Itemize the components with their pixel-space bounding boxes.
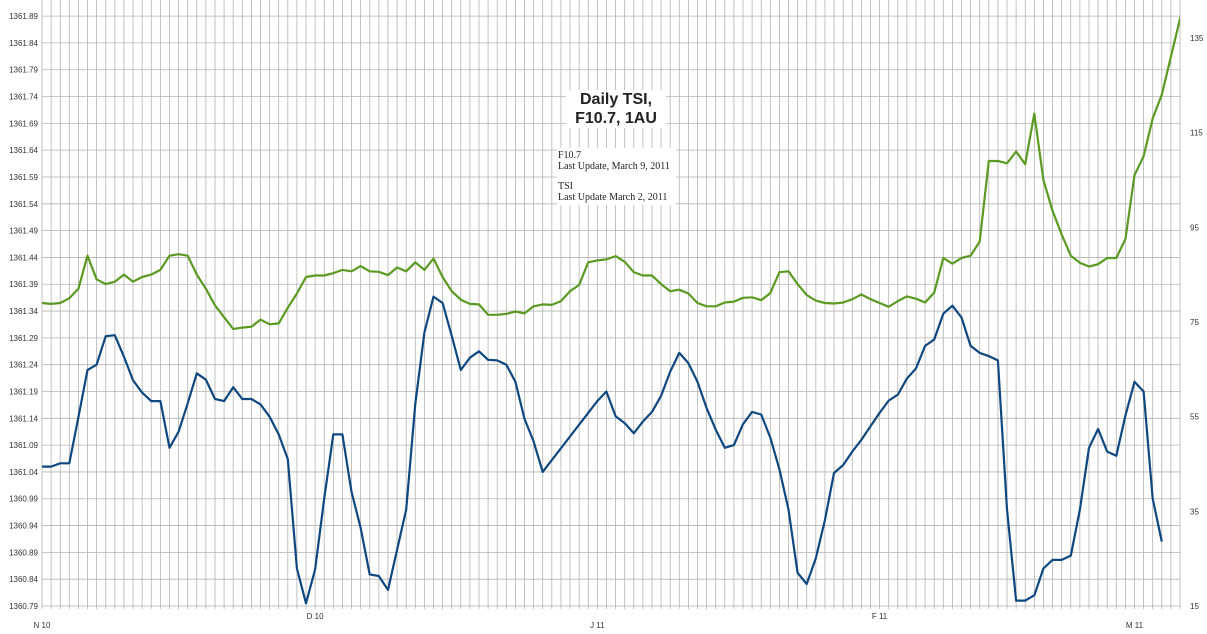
x-axis-ticks: N 10 D 10 J 11 F 11 M 11 [34, 612, 1144, 630]
left-tick-label: 1361.19 [9, 387, 38, 396]
note-spacer [558, 172, 676, 181]
left-tick-label: 1361.89 [9, 12, 38, 21]
left-tick-label: 1361.44 [9, 253, 38, 262]
note-f107-label: F10.7 [558, 150, 582, 161]
right-axis-ticks: 15 35 55 75 95 115 135 [1190, 34, 1204, 611]
note-f107-text: Last Update, March 9, 2011 [558, 161, 670, 172]
left-tick-label: 1360.79 [9, 602, 38, 611]
left-tick-label: 1361.09 [9, 441, 38, 450]
left-tick-label: 1361.39 [9, 280, 38, 289]
left-tick-label: 1361.54 [9, 200, 38, 209]
series-lines [42, 14, 1180, 605]
chart-title: Daily TSI, F10.7, 1AU [566, 90, 666, 128]
right-tick-label: 95 [1190, 223, 1199, 232]
right-tick-label: 115 [1190, 129, 1203, 138]
left-tick-label: 1361.14 [9, 414, 38, 423]
right-tick-label: 15 [1190, 602, 1199, 611]
left-tick-label: 1361.64 [9, 146, 38, 155]
left-tick-label: 1361.04 [9, 468, 38, 477]
x-tick-label: N 10 [34, 621, 51, 630]
left-tick-label: 1360.94 [9, 522, 38, 531]
right-tick-label: 55 [1190, 413, 1199, 422]
left-tick-label: 1361.79 [9, 66, 38, 75]
right-tick-label: 35 [1190, 507, 1199, 516]
chart-title-text: Daily TSI, F10.7, 1AU [575, 91, 657, 127]
note-tsi-text: Last Update March 2, 2011 [558, 192, 668, 203]
left-tick-label: 1361.24 [9, 361, 38, 370]
series-line-f107 [42, 14, 1180, 331]
left-tick-label: 1361.49 [9, 227, 38, 236]
x-tick-label: J 11 [590, 621, 605, 630]
left-tick-label: 1361.29 [9, 334, 38, 343]
left-tick-label: 1361.74 [9, 93, 38, 102]
left-tick-label: 1360.84 [9, 575, 38, 584]
x-tick-label: M 11 [1126, 621, 1144, 630]
right-tick-label: 135 [1190, 34, 1204, 43]
left-tick-label: 1361.59 [9, 173, 38, 182]
series-line-tsi [42, 295, 1163, 605]
right-tick-label: 75 [1190, 318, 1199, 327]
note-tsi-label: TSI [558, 181, 573, 192]
left-tick-label: 1360.89 [9, 548, 38, 557]
left-tick-label: 1360.99 [9, 495, 38, 504]
update-notes: F10.7 Last Update, March 9, 2011 TSI Las… [557, 148, 676, 205]
left-axis-ticks: 1360.79 1360.84 1360.89 1360.94 1360.99 1361.… [9, 12, 38, 611]
x-tick-label: F 11 [872, 612, 888, 621]
left-tick-label: 1361.84 [9, 39, 38, 48]
x-tick-label: D 10 [307, 612, 324, 621]
left-tick-label: 1361.34 [9, 307, 38, 316]
left-tick-label: 1361.69 [9, 119, 38, 128]
